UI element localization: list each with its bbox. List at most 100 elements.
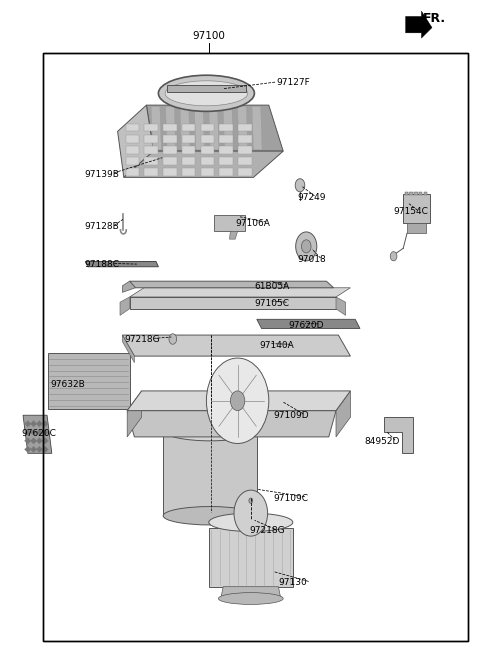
Polygon shape xyxy=(36,438,43,444)
Polygon shape xyxy=(336,391,350,437)
Text: 97154C: 97154C xyxy=(394,207,429,216)
Circle shape xyxy=(295,179,305,192)
Polygon shape xyxy=(30,420,37,427)
Bar xyxy=(43,53,468,641)
Text: 97106A: 97106A xyxy=(235,219,270,228)
Polygon shape xyxy=(24,446,31,453)
Polygon shape xyxy=(403,194,430,223)
Polygon shape xyxy=(36,420,43,427)
Bar xyxy=(126,124,139,131)
Polygon shape xyxy=(130,288,350,297)
Polygon shape xyxy=(223,106,233,150)
Bar xyxy=(414,192,418,195)
Circle shape xyxy=(230,391,245,411)
Bar xyxy=(219,146,233,154)
Bar xyxy=(238,124,252,131)
Polygon shape xyxy=(221,587,281,599)
Polygon shape xyxy=(167,85,246,92)
Polygon shape xyxy=(124,151,283,177)
Bar xyxy=(409,192,413,195)
Polygon shape xyxy=(122,281,135,292)
Bar xyxy=(144,124,158,131)
Circle shape xyxy=(249,498,252,503)
Polygon shape xyxy=(48,353,130,409)
Polygon shape xyxy=(166,106,176,150)
Polygon shape xyxy=(163,430,257,516)
Bar xyxy=(163,168,177,176)
Polygon shape xyxy=(30,429,37,436)
Text: 97632B: 97632B xyxy=(50,380,85,389)
Bar xyxy=(405,192,408,195)
Bar xyxy=(43,53,468,641)
Text: 97128B: 97128B xyxy=(84,222,119,231)
Bar xyxy=(219,168,233,176)
Polygon shape xyxy=(336,297,346,315)
Bar xyxy=(219,157,233,165)
Circle shape xyxy=(206,358,269,443)
Ellipse shape xyxy=(158,76,254,111)
Text: 97100: 97100 xyxy=(192,31,225,41)
Bar xyxy=(424,192,427,195)
Polygon shape xyxy=(180,106,190,150)
Polygon shape xyxy=(127,411,336,437)
Ellipse shape xyxy=(163,420,257,441)
Bar xyxy=(201,168,214,176)
Bar xyxy=(419,192,422,195)
Polygon shape xyxy=(384,417,413,453)
Text: FR.: FR. xyxy=(422,12,445,25)
Polygon shape xyxy=(23,415,52,453)
Polygon shape xyxy=(146,105,283,151)
Bar xyxy=(238,146,252,154)
Text: 97218G: 97218G xyxy=(125,335,160,344)
Text: 97218G: 97218G xyxy=(250,526,285,535)
Bar xyxy=(238,168,252,176)
Bar xyxy=(219,135,233,143)
Text: 61B05A: 61B05A xyxy=(254,282,289,291)
Bar xyxy=(144,135,158,143)
Text: 97018: 97018 xyxy=(298,255,326,264)
Bar xyxy=(182,135,195,143)
Bar xyxy=(201,124,214,131)
Bar xyxy=(126,168,139,176)
Text: 97188C: 97188C xyxy=(84,260,119,269)
Bar xyxy=(144,168,158,176)
Text: 97249: 97249 xyxy=(298,193,326,202)
Polygon shape xyxy=(24,438,31,444)
Polygon shape xyxy=(30,438,37,444)
Polygon shape xyxy=(130,281,334,288)
Polygon shape xyxy=(209,106,219,150)
Polygon shape xyxy=(194,106,204,150)
Polygon shape xyxy=(36,429,43,436)
Polygon shape xyxy=(257,319,360,328)
Bar xyxy=(182,146,195,154)
Polygon shape xyxy=(238,106,248,150)
Text: 97105C: 97105C xyxy=(254,299,289,308)
Polygon shape xyxy=(85,261,158,267)
Bar xyxy=(238,157,252,165)
Bar xyxy=(144,157,158,165)
Polygon shape xyxy=(406,11,432,38)
Bar xyxy=(144,146,158,154)
Polygon shape xyxy=(24,429,31,436)
Polygon shape xyxy=(118,105,154,177)
Circle shape xyxy=(301,240,311,253)
Polygon shape xyxy=(42,420,48,427)
Ellipse shape xyxy=(218,593,283,604)
Circle shape xyxy=(234,490,267,536)
Bar xyxy=(163,135,177,143)
Polygon shape xyxy=(42,429,48,436)
Polygon shape xyxy=(122,335,350,356)
Bar xyxy=(126,157,139,165)
Bar xyxy=(126,146,139,154)
Ellipse shape xyxy=(165,81,248,106)
Polygon shape xyxy=(151,106,161,150)
Polygon shape xyxy=(214,215,245,231)
Polygon shape xyxy=(122,335,134,363)
Text: 97620D: 97620D xyxy=(288,321,324,330)
Polygon shape xyxy=(42,438,48,444)
Bar xyxy=(182,157,195,165)
Text: 97130: 97130 xyxy=(278,578,307,587)
Polygon shape xyxy=(24,420,31,427)
Polygon shape xyxy=(120,297,130,315)
Bar xyxy=(182,124,195,131)
